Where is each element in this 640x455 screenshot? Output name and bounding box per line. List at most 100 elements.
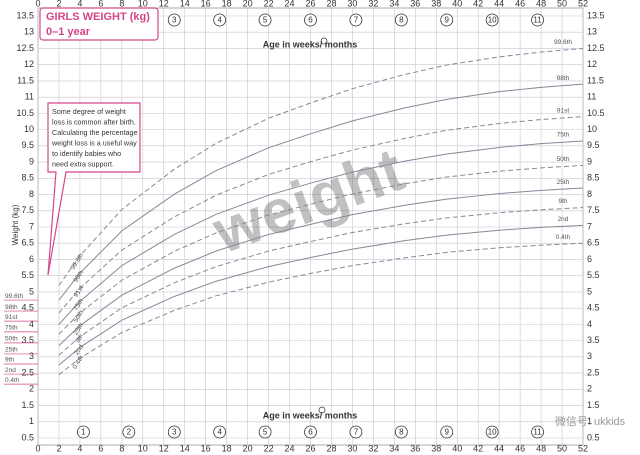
x-tick-label: 50 — [557, 443, 567, 453]
month-marker — [440, 13, 454, 27]
x-tick-label: 0 — [35, 443, 40, 453]
x-tick-label: 52 — [578, 0, 588, 8]
y-tick-label: 13.5 — [587, 10, 605, 20]
birth-label: 2nd — [5, 367, 16, 374]
x-tick-label: 40 — [452, 0, 462, 8]
month-label: 9 — [445, 428, 450, 437]
y-tick-label: 9.5 — [21, 140, 34, 150]
y-tick-label: 2 — [587, 384, 592, 394]
month-label: 2 — [127, 428, 132, 437]
y-tick-label: 4 — [587, 319, 592, 329]
x-tick-label: 38 — [431, 0, 441, 8]
birth-label: 91st — [5, 314, 17, 321]
centile-label: 75th — [557, 132, 570, 139]
month-label: 8 — [399, 428, 404, 437]
month-marker — [394, 13, 408, 27]
centile-label: 9th — [74, 333, 85, 345]
x-tick-label: 34 — [389, 443, 399, 453]
x-tick-label: 22 — [264, 0, 274, 8]
y-tick-label: 6.5 — [587, 238, 600, 248]
month-label: 4 — [217, 16, 222, 25]
month-marker — [349, 13, 363, 27]
birth-label: 0.4th — [5, 377, 20, 384]
annotation-line: Calculating the percentage — [52, 128, 138, 137]
y-tick-label: 4 — [29, 319, 34, 329]
centile-line — [58, 164, 584, 335]
y-tick-label: 11.5 — [587, 75, 604, 85]
annotation-line: weight loss is a useful way — [51, 138, 137, 147]
y-tick-label: 3.5 — [21, 335, 34, 345]
x-tick-label: 26 — [305, 0, 315, 8]
y-tick-label: 7 — [587, 221, 592, 231]
y-tick-label: 0.5 — [21, 432, 34, 442]
y-tick-label: 2.5 — [21, 367, 34, 377]
x-tick-label: 40 — [452, 443, 462, 453]
month-label: 3 — [172, 16, 177, 25]
y-tick-label: 12.5 — [587, 43, 605, 53]
y-tick-label: 11 — [25, 92, 34, 102]
x-tick-label: 28 — [326, 0, 336, 8]
x-tick-label: 32 — [368, 443, 378, 453]
y-tick-label: 12.5 — [16, 43, 34, 53]
x-tick-label: 34 — [389, 0, 399, 8]
month-label: 9 — [445, 16, 450, 25]
x-tick-label: 36 — [410, 443, 420, 453]
centile-label: 0.4th — [556, 234, 571, 241]
y-tick-label: 8.5 — [587, 173, 600, 183]
x-tick-label: 36 — [410, 0, 420, 8]
x-tick-label: 30 — [347, 443, 357, 453]
centile-label: 99.6th — [554, 39, 572, 46]
y-tick-label: 6 — [29, 254, 34, 264]
x-tick-label: 18 — [222, 443, 232, 453]
month-marker — [304, 425, 317, 439]
y-tick-label: 8 — [587, 189, 592, 199]
centile-label: 50th — [557, 156, 570, 163]
centile-label: 91st — [557, 107, 569, 114]
centile-label: 91st — [73, 284, 86, 298]
x-tick-label: 10 — [138, 0, 148, 8]
x-tick-label: 4 — [77, 0, 82, 8]
x-tick-label: 6 — [98, 443, 103, 453]
x-tick-label: 18 — [222, 0, 232, 8]
x-tick-label: 24 — [285, 443, 295, 453]
x-tick-label: 42 — [473, 0, 483, 8]
x-tick-label: 20 — [243, 443, 253, 453]
y-tick-label: 13.5 — [16, 10, 34, 20]
centile-line — [58, 242, 584, 376]
x-tick-label: 8 — [119, 0, 124, 8]
centile-label: 99.6th — [70, 252, 86, 271]
month-label: 6 — [308, 16, 313, 25]
month-marker — [304, 13, 317, 27]
centile-line — [58, 47, 584, 286]
month-marker — [167, 13, 181, 27]
x-tick-label: 16 — [201, 443, 211, 453]
annotation-box — [47, 102, 141, 276]
x-tick-label: 30 — [347, 0, 357, 8]
y-tick-label: 7 — [29, 221, 34, 231]
month-label: 11 — [533, 428, 542, 437]
month-icon — [318, 406, 326, 414]
y-tick-label: 2.5 — [587, 367, 600, 377]
y-tick-label: 5 — [587, 286, 592, 296]
y-tick-label: 0.5 — [587, 432, 600, 442]
y-tick-label: 6 — [587, 254, 592, 264]
x-tick-label: 10 — [138, 443, 148, 453]
x-tick-label: 50 — [557, 0, 567, 8]
x-tick-label: 4 — [77, 443, 82, 453]
y-tick-label: 8 — [29, 189, 34, 199]
birth-label: 50th — [5, 336, 18, 343]
curves — [58, 47, 584, 376]
y-tick-label: 10 — [587, 124, 597, 134]
chart-subtitle: 0–1 year — [46, 26, 91, 38]
month-label: 3 — [172, 428, 177, 437]
chart-title: GIRLS WEIGHT (kg) — [46, 11, 150, 23]
month-label: 11 — [533, 16, 542, 25]
y-tick-label: 7.5 — [587, 205, 600, 215]
y-tick-label: 10.5 — [587, 108, 605, 118]
x-tick-label: 26 — [305, 443, 315, 453]
month-label: 10 — [488, 16, 497, 25]
month-marker — [122, 425, 136, 439]
y-tick-label: 10.5 — [16, 108, 34, 118]
y-tick-label: 10 — [24, 124, 34, 134]
x-tick-label: 44 — [494, 443, 504, 453]
